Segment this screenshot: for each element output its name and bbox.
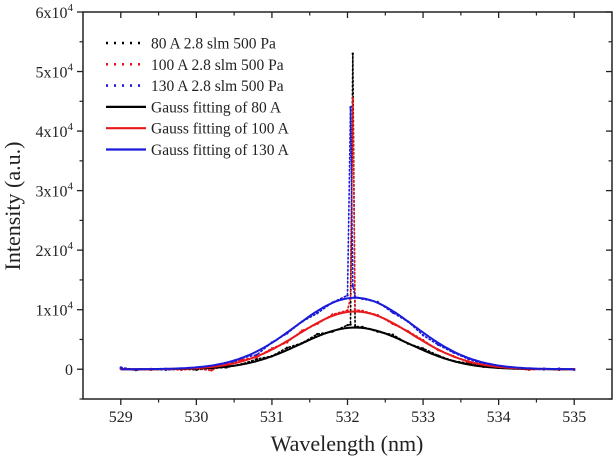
x-tick-label: 529	[109, 409, 133, 426]
x-tick-label: 531	[260, 409, 284, 426]
data-point	[255, 357, 259, 361]
y-tick-label: 1x104	[36, 300, 74, 320]
x-tick-label: 534	[487, 409, 511, 426]
y-tick-label: 5x104	[36, 62, 74, 82]
data-point	[421, 334, 425, 337]
legend-label-1: 80 A 2.8 slm 500 Pa	[151, 36, 276, 53]
data-point	[351, 97, 354, 100]
x-tick-label: 533	[411, 409, 435, 426]
y-tick-label: 4x104	[36, 121, 74, 141]
x-tick-label: 530	[184, 409, 208, 426]
data-point	[316, 332, 319, 336]
series-line-2	[120, 98, 576, 372]
y-tick-label: 0	[65, 362, 73, 379]
data-point	[349, 323, 352, 326]
data-point	[119, 366, 122, 369]
data-point	[353, 308, 357, 311]
y-tick-label: 6x104	[36, 2, 74, 22]
data-point	[351, 284, 354, 288]
axis-ticks: 529 530 531 532 533 534 535 0 1x104 2x104 3x104 4x1…	[36, 2, 612, 426]
data-point	[351, 52, 354, 55]
data-point	[346, 294, 349, 297]
data-point	[316, 312, 319, 315]
legend-label-6: Gauss fitting of 130 A	[151, 142, 290, 159]
x-tick-label: 532	[336, 409, 360, 426]
legend: 80 A 2.8 slm 500 Pa 100 A 2.8 slm 500 Pa 1…	[106, 36, 290, 159]
series-line-6	[120, 296, 575, 371]
legend-label-5: Gauss fitting of 100 A	[151, 121, 290, 138]
y-tick-label: 3x104	[36, 181, 74, 201]
series-line-5	[120, 310, 575, 371]
y-tick-label: 2x104	[36, 240, 74, 260]
data-point	[349, 106, 352, 109]
legend-label-3: 130 A 2.8 slm 500 Pa	[151, 78, 284, 95]
data-point	[210, 369, 213, 372]
legend-label-2: 100 A 2.8 slm 500 Pa	[151, 57, 284, 74]
x-axis-title: Wavelength (nm)	[271, 431, 424, 456]
series-line-4	[120, 326, 575, 371]
data-point	[346, 309, 349, 312]
data-point	[346, 323, 349, 327]
legend-label-4: Gauss fitting of 80 A	[151, 99, 282, 116]
data-point	[285, 346, 289, 349]
y-axis-title: Intensity (a.u.)	[0, 142, 25, 271]
x-tick-label: 535	[562, 409, 586, 426]
plot-area	[119, 52, 576, 372]
